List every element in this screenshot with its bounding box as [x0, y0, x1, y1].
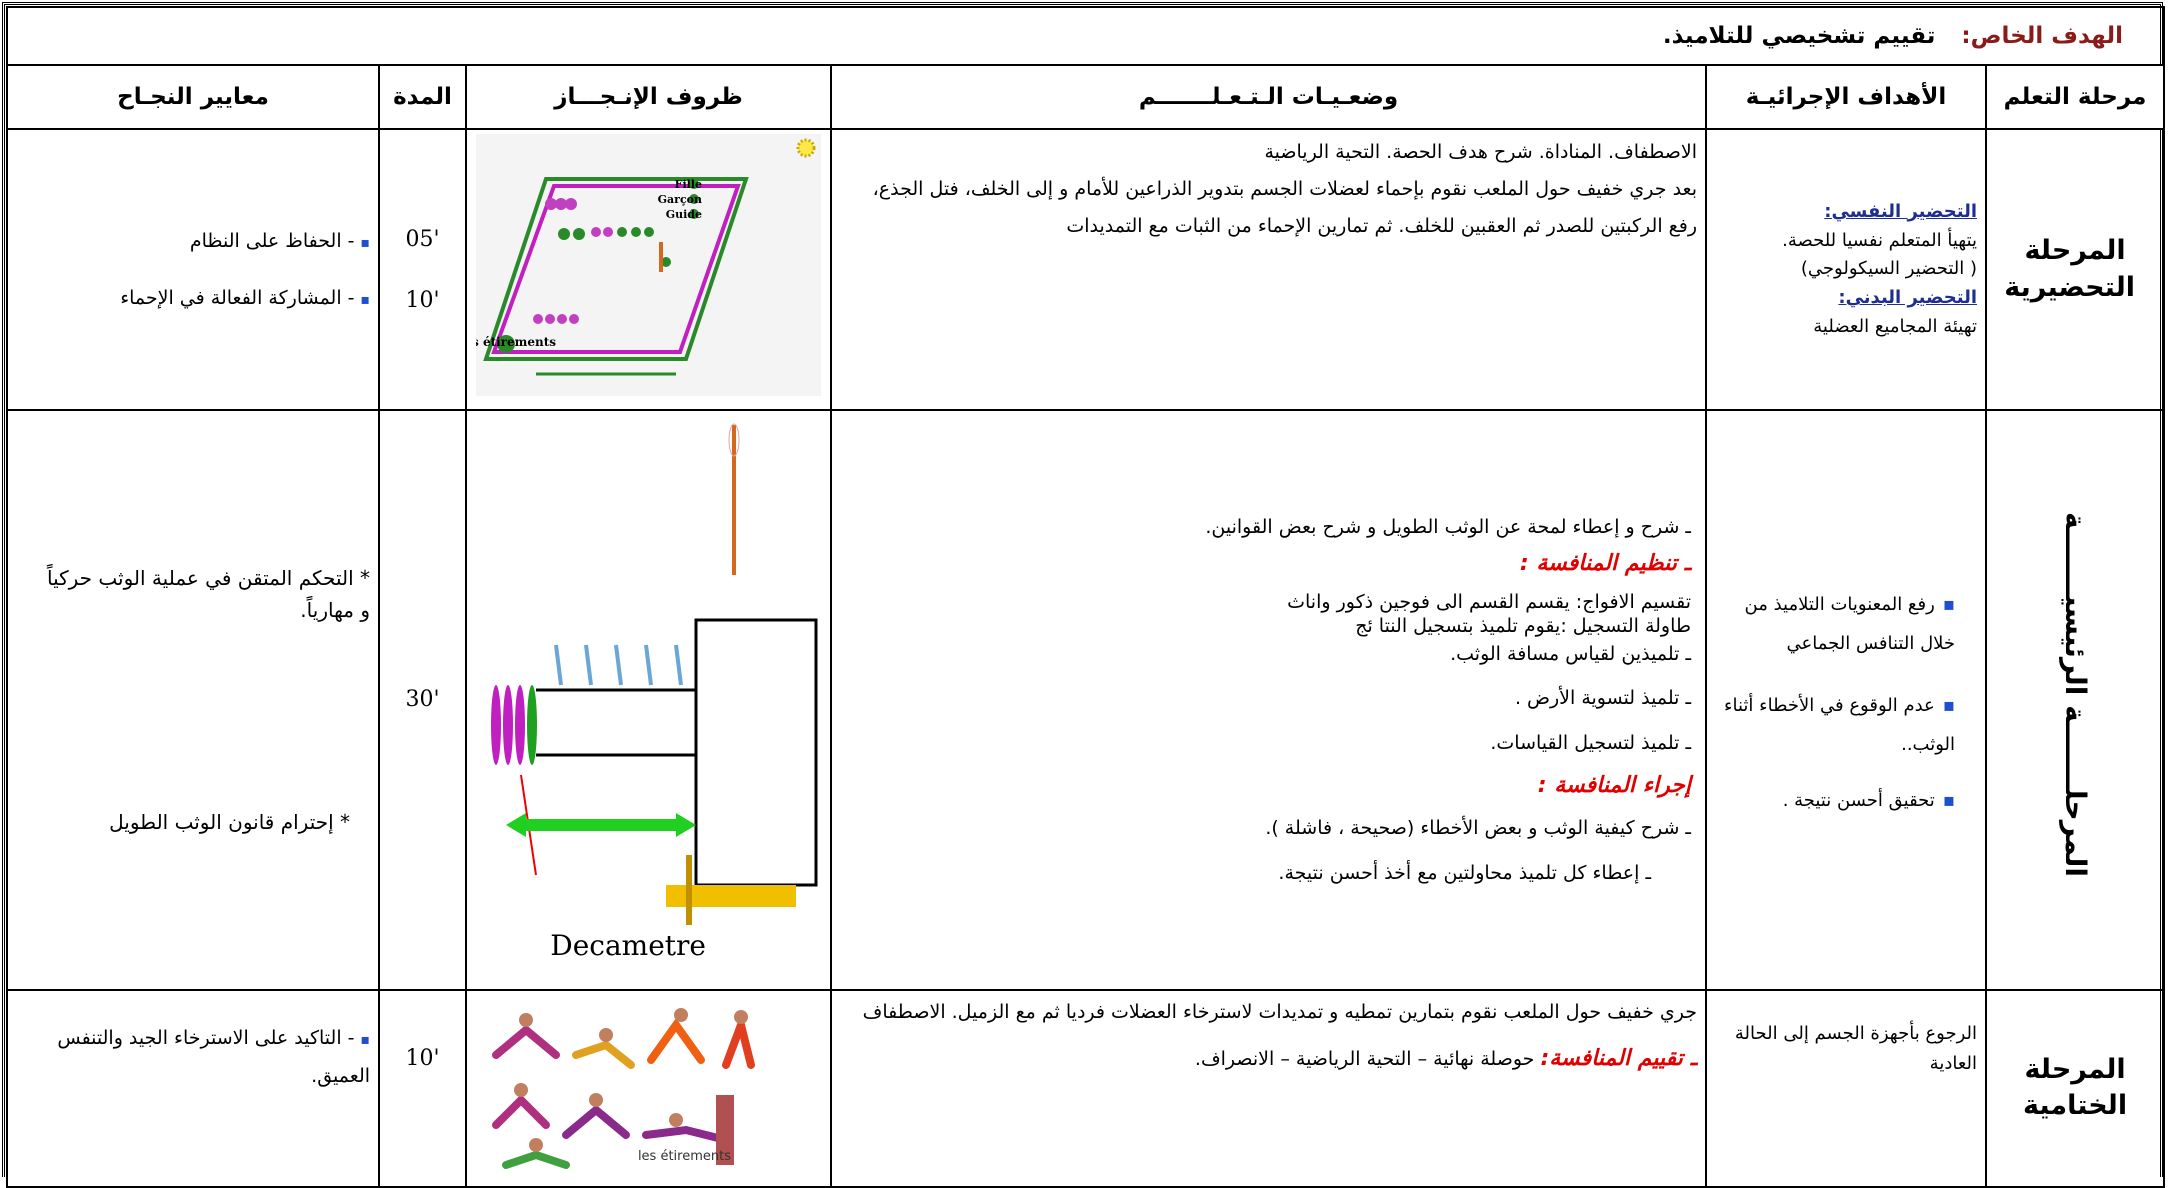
column-header: مرحلة التعلم	[1985, 64, 2166, 130]
duration: '10	[405, 287, 440, 313]
situation: ـ تلميذين لقياس مسافة الوثب.	[1450, 642, 1692, 665]
image-label: les étirements	[638, 1149, 731, 1164]
objective: ( التحضير السيكولوجي)	[1800, 258, 1978, 280]
header-row: مرحلة التعلم الأهداف الإجرائيـة وضعـيـات…	[5, 64, 2166, 130]
criterion-text: - الحفاظ على النظام	[189, 230, 355, 253]
objectives-cell: التحضير النفسي: يتهيأ المتعلم نفسيا للحص…	[1705, 127, 1988, 412]
situation: بعد جري خفيف حول الملعب نقوم بإحماء لعضل…	[872, 178, 1698, 238]
duration: '05	[405, 226, 440, 252]
column-header: معايير النجـاح	[5, 64, 381, 130]
image-cell: Fille Garçon Guide Les étirements	[456, 127, 833, 412]
situations-cell: ـ شرح و إعطاء لمحة عن الوثب الطويل و شرح…	[830, 409, 1708, 991]
situation: ـ تلميذ لتسجيل القياسات.	[1490, 731, 1692, 754]
situation: تقسيم الافواج: يقسم القسم الى فوجين ذكور…	[1287, 590, 1692, 613]
phase: المرحلة التحضيرية	[2004, 235, 2136, 303]
situations-cell: جري خفيف حول الملعب نقوم بتمارين تمطيه و…	[830, 988, 1708, 1188]
goal-text: تقييم تشخيصي للتلاميذ.	[1662, 22, 1936, 49]
criterion: ▪- الحفاظ على النظام	[189, 230, 371, 253]
column-header: الأهداف الإجرائيـة	[1705, 64, 1988, 130]
situation-heading: ـ تقييم المنافسة:	[1540, 1045, 1698, 1071]
criteria-cell: * التحكم المتقن في عملية الوثب حركياًً و…	[5, 409, 381, 991]
long-jump-diagram: Decametre	[491, 423, 818, 962]
objective: عدم الوقوع في الأخطاء أثناء الوثب..	[1715, 686, 1955, 765]
duration-cell: '10	[378, 988, 468, 1188]
image-label: Garçon	[658, 193, 702, 206]
criteria-cell: ▪- التاكيد على الاسترخاء الجيد والتنفس ا…	[5, 988, 381, 1188]
objective: يتهيأ المتعلم نفسيا للحصة.	[1782, 229, 1978, 251]
lesson-table: الهدف الخاص: تقييم تشخيصي للتلاميذ. مرحل…	[5, 6, 2166, 1188]
duration: '30	[405, 687, 440, 713]
situation: ـ شرح كيفية الوثب و بعض الأخطاء (صحيحة ،…	[1265, 817, 1692, 840]
criterion: * التحكم المتقن في عملية الوثب حركياًً و…	[46, 566, 371, 623]
phase-cell: المرحلة الختامية	[1985, 988, 2166, 1188]
criterion: ▪- المشاركة الفعالة في الإحماء	[120, 286, 371, 309]
goal-row: الهدف الخاص: تقييم تشخيصي للتلاميذ.	[5, 6, 2166, 66]
objective: الرجوع بأجهزة الجسم إلى الحالة العادية	[1734, 1022, 1978, 1075]
criteria-cell: ▪- الحفاظ على النظام ▪- المشاركة الفعالة…	[5, 127, 381, 412]
goal-cell: الهدف الخاص: تقييم تشخيصي للتلاميذ.	[5, 6, 2166, 66]
image-label: Les étirements	[476, 335, 556, 349]
table-row: المرحلة التحضيرية التحضير النفسي: يتهيأ …	[5, 127, 2166, 412]
objective-heading: التحضير البدني:	[1838, 287, 1978, 309]
situation: جري خفيف حول الملعب نقوم بتمارين تمطيه و…	[862, 1000, 1698, 1023]
phase: المرحلـــــــة الرئيسيـــــــة	[2058, 512, 2092, 878]
situation: ـ تلميذ لتسوية الأرض .	[1514, 687, 1692, 710]
duration-cell: '30	[378, 409, 468, 991]
column-header: المدة	[378, 64, 468, 130]
column-header: ظروف الإنـجـــاز	[465, 64, 833, 130]
stretching-image: les étirements	[492, 1007, 756, 1169]
image-cell: Decametre	[465, 409, 833, 991]
criterion-text: - المشاركة الفعالة في الإحماء	[120, 286, 355, 309]
situations-cell: الاصطفاف. المناداة. شرح هدف الحصة. التحي…	[830, 127, 1708, 412]
phase: المرحلة الختامية	[2022, 1054, 2128, 1122]
situation-heading: إجراء المنافسة :	[1537, 773, 1692, 799]
objective: تحقيق أحسن نتيجة .	[1715, 787, 1955, 816]
criterion: ▪- التاكيد على الاسترخاء الجيد والتنفس ا…	[57, 1026, 371, 1087]
duration-cell: '05 '10	[378, 127, 468, 412]
objective-heading: التحضير النفسي:	[1824, 200, 1978, 222]
column-header: وضعـيـات الـتـعـلـــــــم	[830, 64, 1708, 130]
situation: ـ إعطاء كل تلميذ محاولتين مع أخذ أحسن نت…	[1278, 861, 1652, 884]
table-row: المرحلة الختامية الرجوع بأجهزة الجسم إلى…	[5, 988, 2166, 1188]
situation-heading: ـ تنظيم المنافسة :	[1519, 551, 1692, 577]
phase-cell: المرحلـــــــة الرئيسيـــــــة	[1985, 409, 2166, 991]
warmup-diagram: Fille Garçon Guide Les étirements	[456, 134, 822, 396]
situation: طاولة التسجيل :يقوم تلميذ بتسجيل النتا ئ…	[1355, 615, 1692, 638]
objectives-cell: الرجوع بأجهزة الجسم إلى الحالة العادية	[1705, 988, 1988, 1188]
image-cell: les étirements	[465, 988, 833, 1188]
situation: ـ شرح و إعطاء لمحة عن الوثب الطويل و شرح…	[1205, 516, 1692, 539]
image-label: Fille	[675, 178, 702, 191]
image-label: Guide	[666, 208, 702, 221]
duration: '10	[405, 1045, 440, 1071]
objective: رفع المعنويات التلاميذ من خلال التنافس ا…	[1715, 585, 1956, 664]
criterion-text: - التاكيد على الاسترخاء الجيد والتنفس ال…	[57, 1026, 371, 1087]
situation: ـ تقييم المنافسة: حوصلة نهائية – التحية …	[840, 1037, 1697, 1081]
image-label: Decametre	[550, 929, 706, 962]
phase-cell: المرحلة التحضيرية	[1985, 127, 2166, 412]
objectives-cell: رفع المعنويات التلاميذ من خلال التنافس ا…	[1705, 409, 1988, 991]
goal-label: الهدف الخاص:	[1961, 22, 2124, 49]
objective: تهيئة المجاميع العضلية	[1813, 315, 1978, 337]
situation: الاصطفاف. المناداة. شرح هدف الحصة. التحي…	[1264, 141, 1698, 163]
table-row: المرحلـــــــة الرئيسيـــــــة رفع المعن…	[5, 409, 2166, 991]
criterion: * إحترام قانون الوثب الطويل	[109, 810, 351, 835]
objective-list: رفع المعنويات التلاميذ من خلال التنافس ا…	[1715, 585, 1977, 816]
situation-text: حوصلة نهائية – التحية الرياضية – الانصرا…	[1194, 1047, 1541, 1070]
